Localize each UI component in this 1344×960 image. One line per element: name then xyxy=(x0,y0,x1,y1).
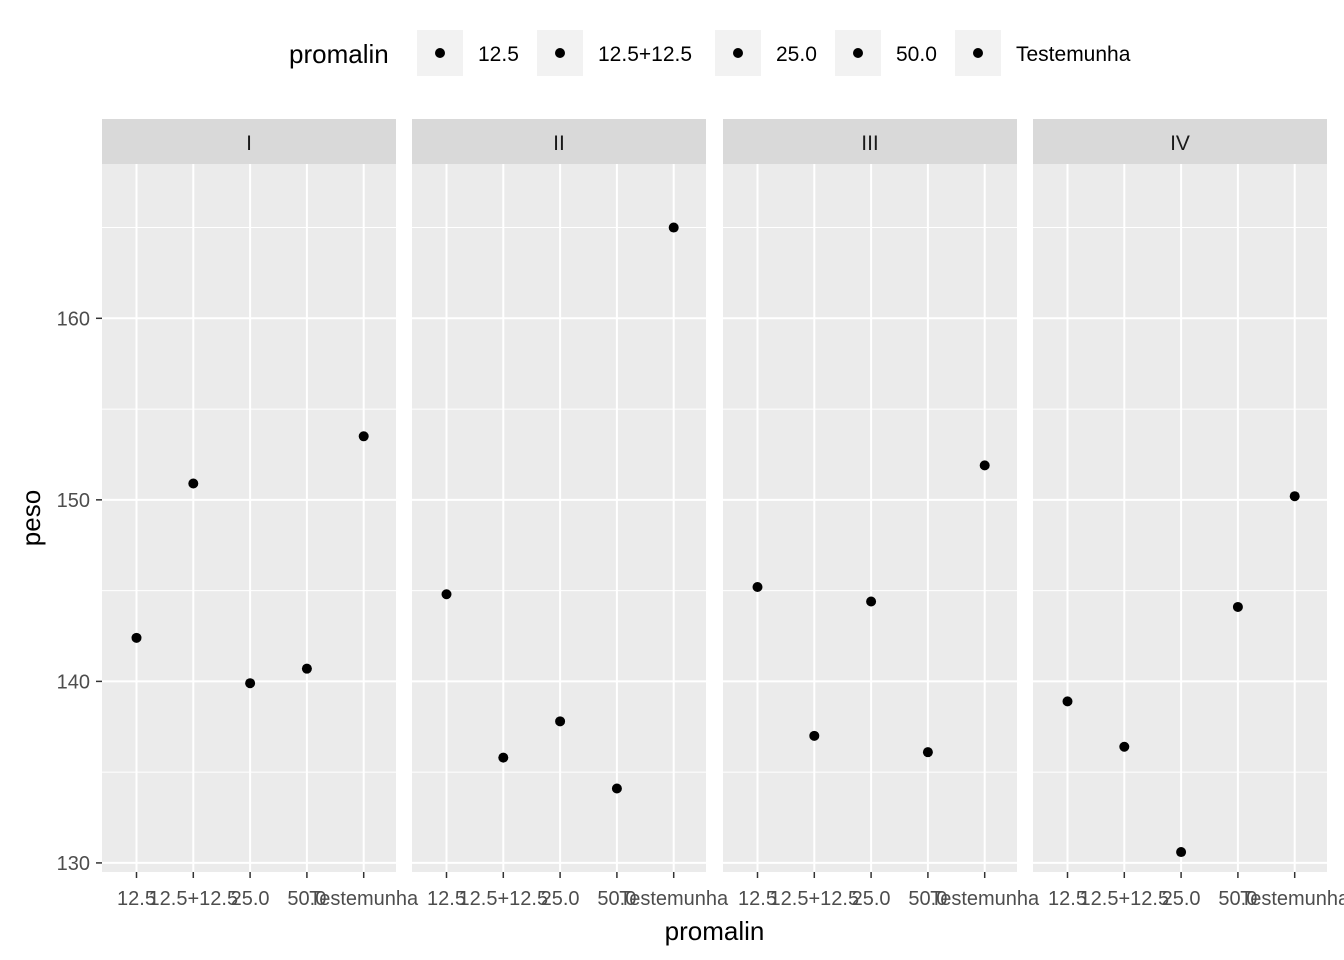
x-tick-label: 12.5+12.5 xyxy=(770,888,860,910)
x-tick-label: 12.5+12.5 xyxy=(1080,888,1170,910)
x-tick-label: 25.0 xyxy=(1162,888,1201,910)
y-tick-label: 130 xyxy=(57,853,90,875)
y-tick-label: 150 xyxy=(57,490,90,512)
legend-entry: 25.0 xyxy=(715,30,817,76)
legend-entry: 50.0 xyxy=(835,30,937,76)
legend-label: 50.0 xyxy=(896,43,937,66)
panel-background xyxy=(412,164,706,872)
data-point-II-12.5 xyxy=(441,589,452,600)
x-tick-label: Testemunha xyxy=(309,888,419,910)
x-tick-label: Testemunha xyxy=(930,888,1040,910)
x-tick-label: 12.5 xyxy=(738,888,777,910)
facet-strip-label: III xyxy=(861,132,879,155)
legend-label: 25.0 xyxy=(776,43,817,66)
legend-label: 12.5+12.5 xyxy=(598,43,692,66)
facet-strip xyxy=(102,119,396,164)
legend-point-icon xyxy=(973,48,983,58)
data-point-III-12.5 xyxy=(752,581,763,592)
y-axis: 130 140 150 160 xyxy=(57,308,102,875)
x-tick-label: 50.0 xyxy=(597,888,636,910)
legend-point-icon xyxy=(733,48,743,58)
legend-entry: 12.5+12.5 xyxy=(537,30,692,76)
data-point-III-50.0 xyxy=(922,747,933,758)
x-tick-label: 12.5 xyxy=(427,888,466,910)
panel-background xyxy=(723,164,1017,872)
x-tick-label: Testemunha xyxy=(619,888,729,910)
data-point-II-25.0 xyxy=(555,716,566,727)
data-point-II-Testemunha xyxy=(668,222,679,233)
legend-entry: Testemunha xyxy=(955,30,1131,76)
data-point-I-12.5 xyxy=(131,632,142,643)
legend-title: promalin xyxy=(289,39,389,69)
data-point-I-12.5+12.5 xyxy=(188,478,199,489)
legend-point-icon xyxy=(853,48,863,58)
data-point-III-12.5+12.5 xyxy=(809,730,820,741)
legend-point-icon xyxy=(435,48,445,58)
facet-strip xyxy=(723,119,1017,164)
x-tick-label: 12.5 xyxy=(117,888,156,910)
legend-point-icon xyxy=(555,48,565,58)
facet-strip xyxy=(412,119,706,164)
data-point-I-50.0 xyxy=(301,663,312,674)
facet-strip-label: II xyxy=(553,132,565,155)
x-tick-label: 50.0 xyxy=(287,888,326,910)
panel-background xyxy=(1033,164,1327,872)
data-point-III-25.0 xyxy=(866,596,877,607)
data-point-IV-25.0 xyxy=(1176,847,1187,858)
x-axis-title: promalin xyxy=(665,916,765,946)
x-tick-label: Testemunha xyxy=(1240,888,1344,910)
data-point-III-Testemunha xyxy=(979,460,990,471)
facet-strip-label: I xyxy=(246,132,252,155)
data-point-IV-12.5+12.5 xyxy=(1119,741,1130,752)
legend-label: Testemunha xyxy=(1016,43,1131,66)
data-point-IV-Testemunha xyxy=(1289,491,1300,502)
facet-panels: I12.512.5+12.525.0 50.0TestemunhaII12.512… xyxy=(102,119,1344,910)
facet-strip xyxy=(1033,119,1327,164)
data-point-II-50.0 xyxy=(611,783,622,794)
panel-background xyxy=(102,164,396,872)
y-tick-label: 160 xyxy=(57,308,90,330)
x-tick-label: 12.5+12.5 xyxy=(149,888,239,910)
x-tick-label: 50.0 xyxy=(908,888,947,910)
facet-strip-label: IV xyxy=(1170,132,1190,155)
y-tick-label: 140 xyxy=(57,671,90,693)
data-point-I-Testemunha xyxy=(358,431,369,442)
x-tick-label: 12.5+12.5 xyxy=(459,888,549,910)
x-tick-label: 25.0 xyxy=(541,888,580,910)
x-tick-label: 50.0 xyxy=(1218,888,1257,910)
legend-entry: 12.5 xyxy=(417,30,519,76)
x-tick-label: 12.5 xyxy=(1048,888,1087,910)
data-point-IV-12.5 xyxy=(1062,696,1073,707)
x-tick-label: 25.0 xyxy=(231,888,270,910)
y-axis-title: peso xyxy=(16,490,46,546)
data-point-IV-50.0 xyxy=(1232,601,1243,612)
x-tick-label: 25.0 xyxy=(852,888,891,910)
data-point-I-25.0 xyxy=(245,678,256,689)
data-point-II-12.5+12.5 xyxy=(498,752,509,763)
legend: promalin 12.5 12.5+12.5 25.0 50.0 Testemunha xyxy=(289,30,1131,76)
legend-label: 12.5 xyxy=(478,43,519,66)
